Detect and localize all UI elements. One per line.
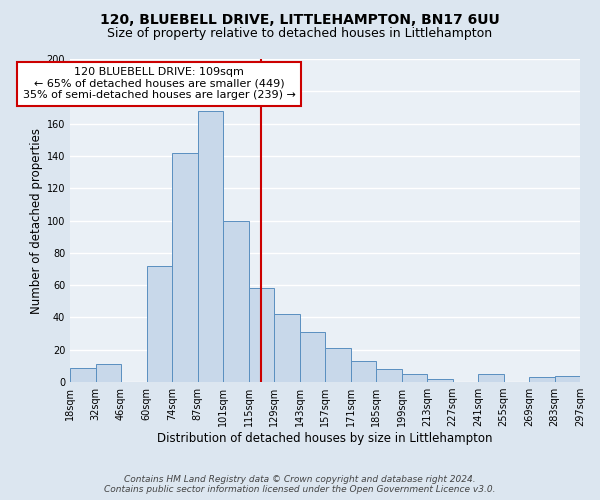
Bar (223, 220, 248, 382)
Bar (376, 369, 401, 382)
Bar (146, 266, 172, 382)
X-axis label: Distribution of detached houses by size in Littlehampton: Distribution of detached houses by size … (157, 432, 493, 445)
Bar (172, 152, 197, 382)
Bar (274, 314, 299, 382)
Bar (95, 364, 121, 382)
Text: 120, BLUEBELL DRIVE, LITTLEHAMPTON, BN17 6UU: 120, BLUEBELL DRIVE, LITTLEHAMPTON, BN17… (100, 12, 500, 26)
Y-axis label: Number of detached properties: Number of detached properties (29, 128, 43, 314)
Bar (350, 361, 376, 382)
Bar (478, 374, 503, 382)
Bar (299, 332, 325, 382)
Text: Size of property relative to detached houses in Littlehampton: Size of property relative to detached ho… (107, 28, 493, 40)
Bar (248, 288, 274, 382)
Bar (401, 374, 427, 382)
Bar (325, 348, 350, 382)
Bar (70, 368, 95, 382)
Bar (554, 376, 580, 382)
Bar (427, 379, 452, 382)
Bar (529, 377, 554, 382)
Bar (197, 110, 223, 382)
Text: Contains HM Land Registry data © Crown copyright and database right 2024.
Contai: Contains HM Land Registry data © Crown c… (104, 474, 496, 494)
Text: 120 BLUEBELL DRIVE: 109sqm
← 65% of detached houses are smaller (449)
35% of sem: 120 BLUEBELL DRIVE: 109sqm ← 65% of deta… (23, 67, 296, 100)
